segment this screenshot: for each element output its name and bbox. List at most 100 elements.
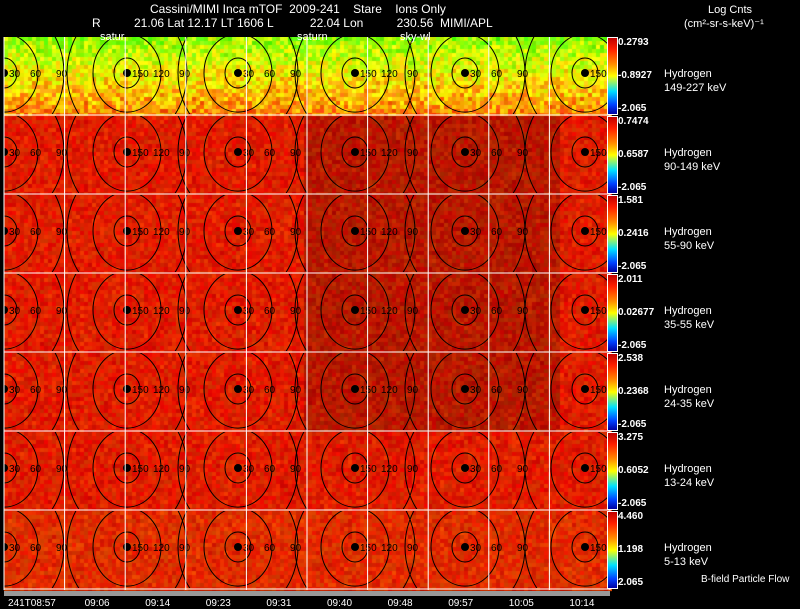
- contour-label: 120: [153, 385, 170, 396]
- contour-label: 60: [264, 306, 276, 317]
- planet-marker: [234, 148, 242, 156]
- contour-label: 90: [290, 306, 302, 317]
- contour-label: 90: [56, 148, 68, 159]
- energy-label: 5-13 keV: [664, 556, 709, 568]
- colorbar: [607, 274, 618, 352]
- row-label: Hydrogen 55-90 keV: [664, 225, 714, 253]
- contour-line: [4, 274, 39, 350]
- contour-line: [524, 353, 538, 430]
- contour-line: [224, 294, 252, 326]
- contour-label: 120: [381, 464, 398, 475]
- contour-label: 90: [56, 464, 68, 475]
- species-label: Hydrogen: [664, 226, 712, 238]
- contour-label: 30: [470, 227, 482, 238]
- contour-label: 120: [381, 385, 398, 396]
- contour-label: 120: [153, 148, 170, 159]
- contour-line: [4, 136, 18, 168]
- contour-label: 150: [590, 385, 607, 396]
- x-tick-label: 241T08:57: [8, 598, 56, 609]
- contour-line: [224, 373, 252, 405]
- contour-line: [203, 37, 273, 113]
- planet-marker: [581, 227, 589, 235]
- contour-line: [4, 373, 18, 405]
- contour-line: [203, 511, 273, 587]
- planet-marker: [123, 306, 131, 314]
- colorbar-mid: 0.02677: [618, 307, 655, 318]
- contour-label: 30: [9, 464, 21, 475]
- contour-label: 150: [360, 227, 377, 238]
- contour-line: [524, 274, 538, 351]
- contour-line: [550, 274, 610, 350]
- contour-line: [113, 57, 141, 89]
- contour-label: 60: [30, 543, 42, 554]
- species-label: Hydrogen: [664, 68, 712, 80]
- contour-line: [4, 353, 39, 429]
- planet-marker: [461, 148, 469, 156]
- x-tick-label: 09:57: [448, 598, 474, 609]
- contour-line: [571, 215, 599, 247]
- row-label: Hydrogen 90-149 keV: [664, 146, 720, 174]
- contour-label: 60: [491, 464, 503, 475]
- x-tick-label: 10:14: [569, 598, 595, 609]
- contour-label: 60: [30, 385, 42, 396]
- contour-label: 90: [56, 227, 68, 238]
- contour-label: 90: [407, 306, 419, 317]
- contour-line: [430, 511, 500, 587]
- contour-line: [294, 116, 416, 193]
- contour-label: 30: [243, 227, 255, 238]
- contour-label: 90: [179, 69, 191, 80]
- contour-label: 60: [264, 543, 276, 554]
- contour-label: 30: [470, 543, 482, 554]
- species-label: Hydrogen: [664, 542, 712, 554]
- contour-line: [404, 511, 526, 588]
- planet-marker: [4, 306, 8, 314]
- energy-label: 90-149 keV: [664, 161, 721, 173]
- colorbar-min: -2.065: [618, 182, 647, 193]
- energy-label: 35-55 keV: [664, 319, 715, 331]
- units-title: Log Cnts: [708, 4, 753, 16]
- contour-label: 150: [132, 385, 149, 396]
- contour-label: 150: [360, 464, 377, 475]
- planet-marker: [581, 306, 589, 314]
- contour-label: 150: [590, 464, 607, 475]
- contour-label: 60: [30, 69, 42, 80]
- contour-line: [4, 511, 39, 587]
- contour-line: [451, 294, 479, 326]
- planet-marker: [581, 543, 589, 551]
- x-tick-label: 09:06: [84, 598, 110, 609]
- contour-label: 150: [132, 227, 149, 238]
- contour-line: [550, 195, 610, 271]
- contour-label: 90: [179, 227, 191, 238]
- x-tick-label: 10:05: [508, 598, 534, 609]
- planet-marker: [4, 464, 8, 472]
- contour-line: [4, 57, 18, 89]
- contour-line: [66, 195, 188, 272]
- row-label: Hydrogen 5-13 keV: [664, 541, 712, 569]
- planet-marker: [461, 227, 469, 235]
- contour-line: [51, 116, 65, 193]
- planet-marker: [351, 543, 359, 551]
- contour-line: [524, 195, 538, 272]
- colorbar-max: 3.275: [618, 432, 644, 443]
- contour-line: [4, 116, 39, 192]
- contour-label: 150: [132, 543, 149, 554]
- contour-label: 30: [243, 69, 255, 80]
- planet-marker: [461, 543, 469, 551]
- contour-line: [51, 432, 65, 509]
- contour-line: [4, 215, 18, 247]
- contour-label: 90: [407, 148, 419, 159]
- contour-line: [550, 432, 610, 508]
- contour-label: 120: [153, 227, 170, 238]
- colorbar-mid: -0.8927: [618, 70, 652, 81]
- contour-label: 150: [132, 306, 149, 317]
- contour-line: [524, 432, 538, 509]
- contour-line: [571, 373, 599, 405]
- colorbar-mid: 1.198: [618, 544, 644, 555]
- contour-line: [113, 136, 141, 168]
- contour-line: [177, 511, 299, 588]
- contour-label: 90: [290, 464, 302, 475]
- planet-marker: [351, 148, 359, 156]
- contour-label: 90: [179, 543, 191, 554]
- contour-label: 120: [153, 543, 170, 554]
- contour-label: 90: [407, 543, 419, 554]
